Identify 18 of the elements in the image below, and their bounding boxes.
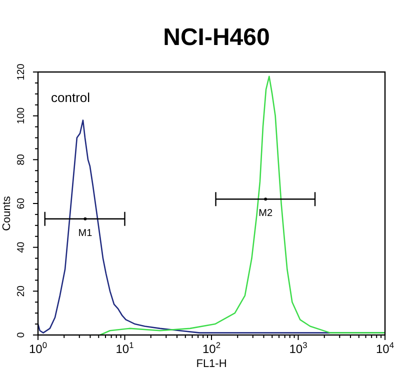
annotation: M2 (258, 208, 273, 220)
y-tick-label: 80 (16, 154, 27, 166)
x-tick-label: 10$^{4}$ (376, 340, 394, 356)
y-tick-label: 20 (16, 285, 27, 297)
y-tick-label: 0 (16, 332, 27, 338)
x-tick-label: 10$^{3}$ (289, 340, 308, 356)
annotation: control (51, 90, 90, 105)
x-axis-title: FL1-H (196, 358, 227, 370)
x-tick-label: 10$^{0}$ (28, 340, 48, 356)
y-axis-title: Counts (1, 196, 13, 231)
x-tick-label: 10$^{1}$ (116, 340, 134, 356)
y-tick-label: 60 (16, 198, 27, 210)
chart-title: NCI-H460 (163, 24, 270, 51)
y-tick-label: 100 (16, 107, 27, 124)
x-tick-label: 10$^{2}$ (202, 340, 221, 356)
y-tick-label: 120 (16, 63, 27, 80)
annotation: M1 (78, 228, 93, 239)
y-tick-label: 40 (16, 241, 27, 253)
